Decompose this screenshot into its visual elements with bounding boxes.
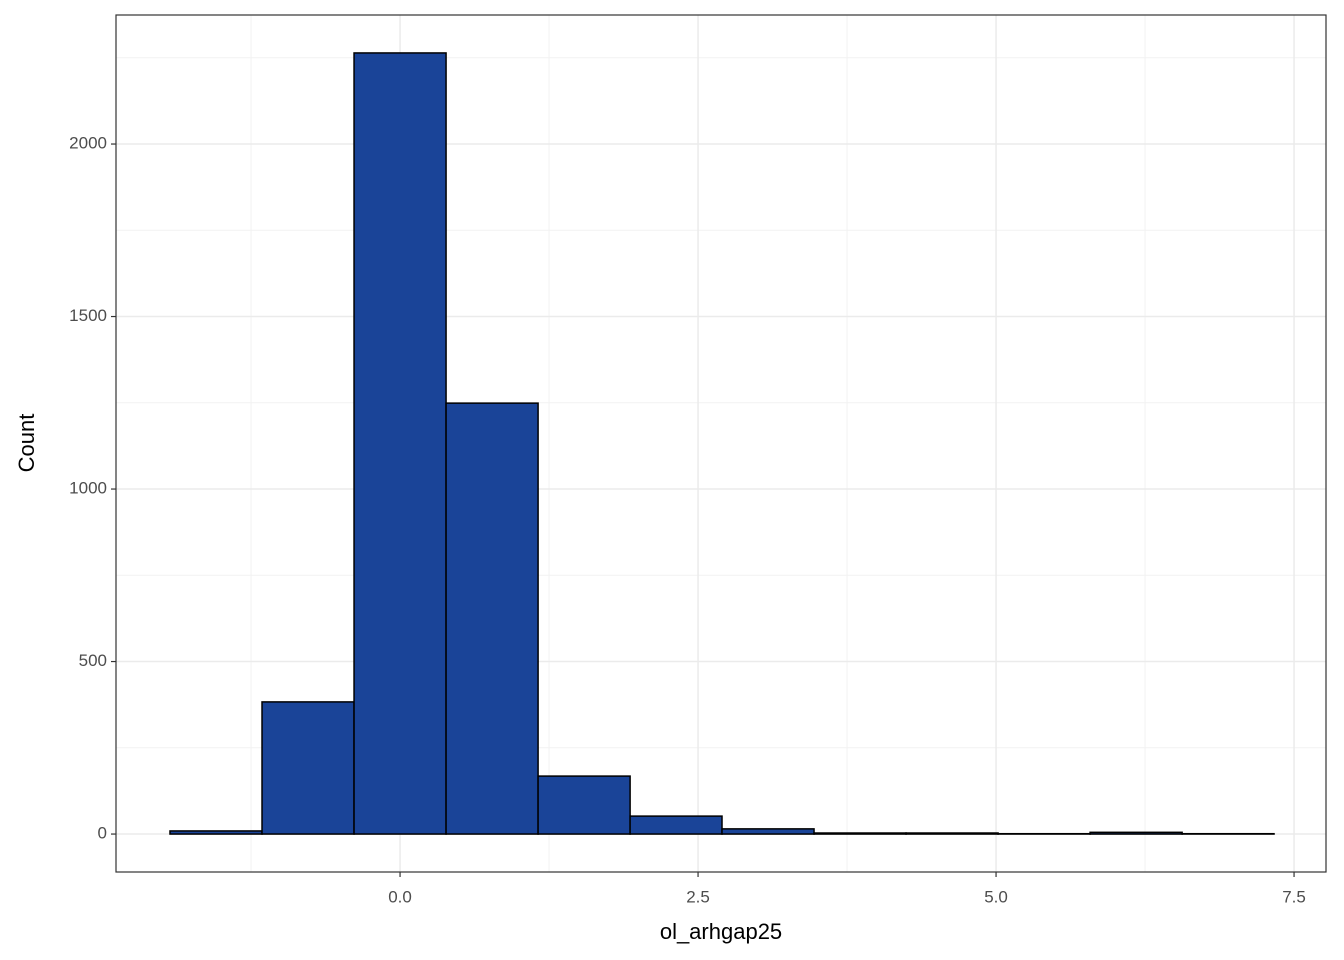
bar xyxy=(445,402,539,835)
bar xyxy=(721,828,815,835)
y-tick-label: 2000 xyxy=(69,134,107,153)
bar xyxy=(629,815,723,835)
bar xyxy=(905,832,999,835)
y-tick-label: 1000 xyxy=(69,479,107,498)
x-tick-label: 2.5 xyxy=(686,887,710,906)
bar xyxy=(353,52,447,835)
y-tick-label: 0 xyxy=(98,824,107,843)
panel-border xyxy=(115,14,1327,873)
x-axis-title: ol_arhgap25 xyxy=(660,919,782,944)
y-axis-title: Count xyxy=(14,414,39,473)
y-tick-label: 1500 xyxy=(69,306,107,325)
bar xyxy=(813,832,907,835)
x-tick-label: 5.0 xyxy=(984,887,1008,906)
bar xyxy=(1089,831,1183,835)
x-tick-label: 7.5 xyxy=(1282,887,1306,906)
y-tick-label: 500 xyxy=(79,651,107,670)
bar xyxy=(261,701,355,835)
bar xyxy=(537,775,631,835)
bar xyxy=(169,830,263,835)
x-tick-label: 0.0 xyxy=(388,887,412,906)
